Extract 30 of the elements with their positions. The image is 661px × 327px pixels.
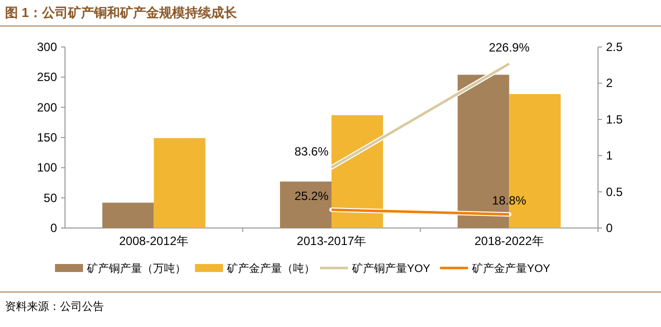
y-tick-label: 150 <box>36 130 58 144</box>
bar <box>154 138 206 228</box>
legend-label: 矿产铜产量YOY <box>351 262 431 275</box>
legend-label: 矿产金产量YOY <box>471 262 551 275</box>
data-label: 18.8% <box>492 193 527 208</box>
y2-tick-label: 0 <box>606 221 613 235</box>
y2-tick-label: 1.5 <box>606 112 624 126</box>
bar <box>332 115 384 228</box>
text: 资料来源：公司公告 <box>5 300 104 313</box>
y-tick-label: 250 <box>36 70 58 84</box>
x-tick-label: 2008-2012年 <box>119 234 189 248</box>
y-tick-label: 100 <box>36 160 58 175</box>
y2-tick-label: 1 <box>606 148 613 163</box>
y2-tick-label: 2.5 <box>606 40 624 54</box>
data-label: 83.6% <box>294 144 329 158</box>
y2-tick-label: 2 <box>606 76 613 90</box>
bar <box>102 202 154 228</box>
chart-title: 图 1：公司矿产铜和矿产金规模持续成长 <box>5 5 238 20</box>
y2-tick-label: 0.5 <box>606 184 624 199</box>
x-tick-label: 2013-2017年 <box>296 234 366 248</box>
y-tick-label: 300 <box>36 40 58 54</box>
x-tick-label: 2018-2022年 <box>474 234 544 248</box>
data-label: 25.2% <box>294 188 329 203</box>
y-tick-label: 0 <box>50 221 58 235</box>
y-tick-label: 50 <box>44 190 58 205</box>
data-label: 226.9% <box>488 40 530 55</box>
y-tick-label: 200 <box>36 100 58 114</box>
legend-label: 矿产金产量（吨） <box>226 262 315 275</box>
legend-label: 矿产铜产量（万吨） <box>86 262 186 275</box>
bar <box>280 182 332 228</box>
